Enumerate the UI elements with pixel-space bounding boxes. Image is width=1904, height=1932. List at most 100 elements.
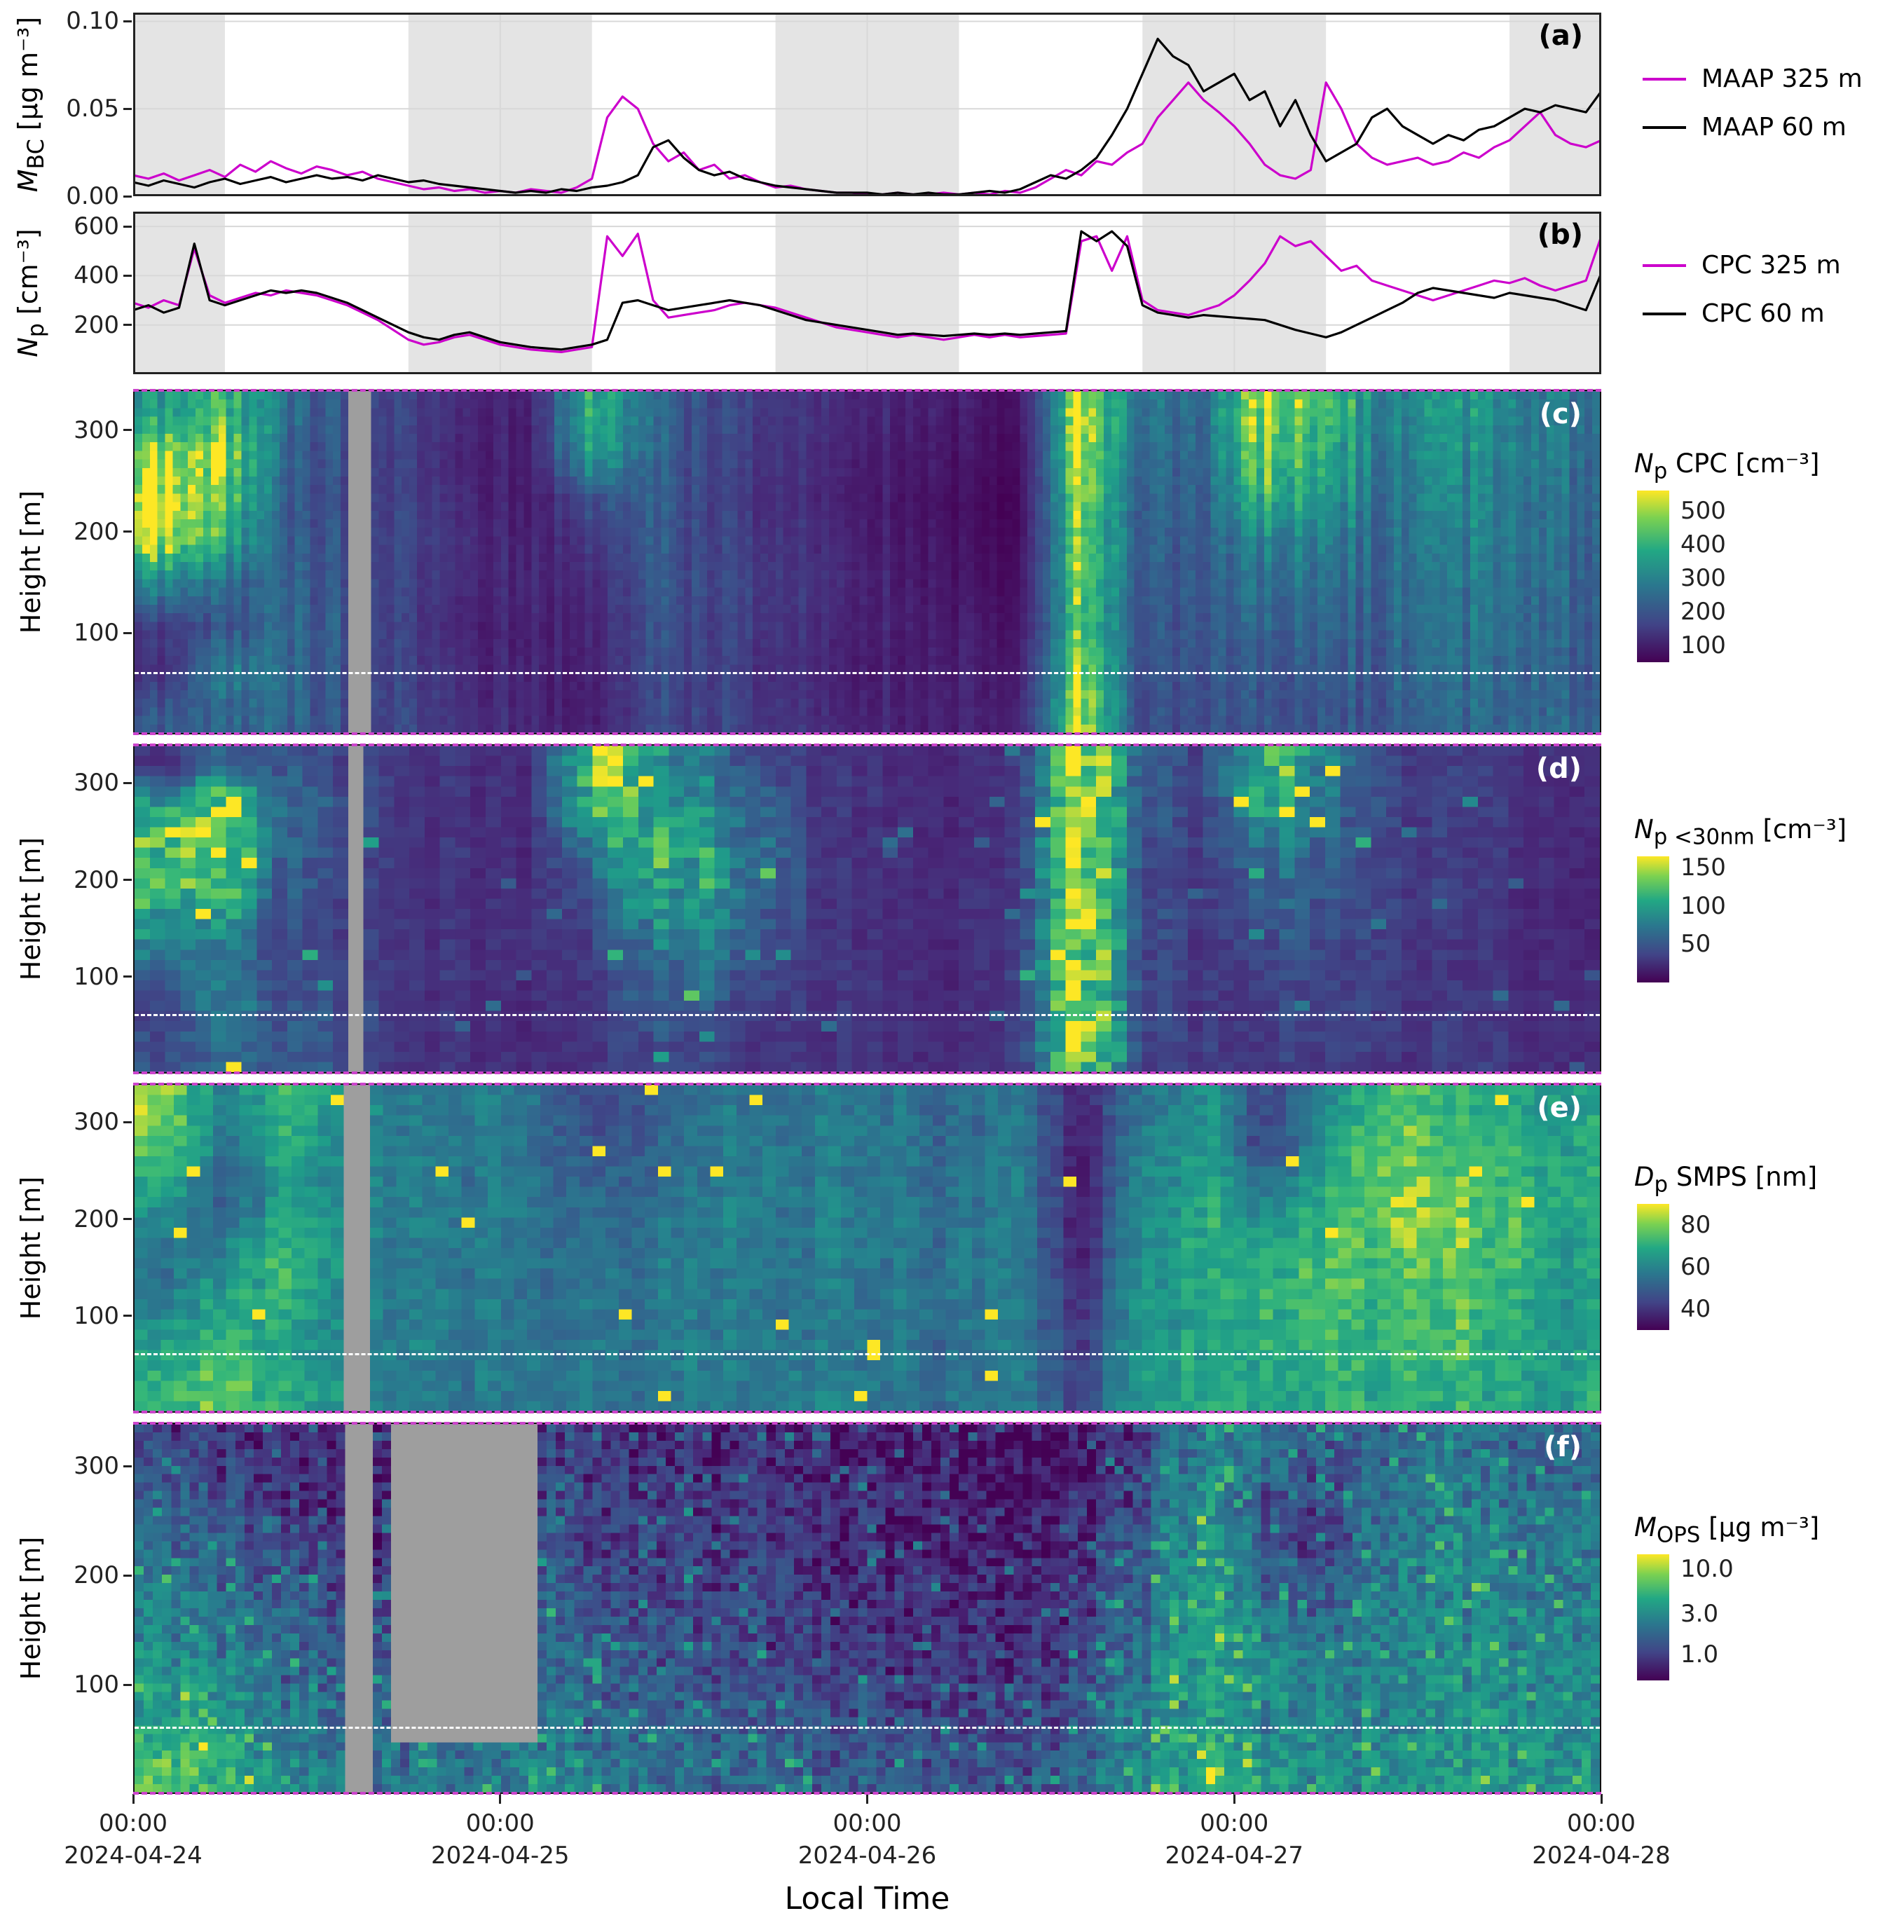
y-axis-title-e: Height [m]	[15, 1176, 46, 1320]
y-tick-mark	[123, 1574, 132, 1577]
legend-label-cpc-60: CPC 60 m	[1701, 299, 1825, 328]
panel-d-60m-level-dashed-line	[135, 1014, 1600, 1017]
x-date-label: 2024-04-25	[430, 1842, 570, 1870]
colorbar-title-f: MOPS [µg m⁻³]	[1634, 1512, 1820, 1548]
y-tick-mark	[123, 879, 132, 882]
panel-c-60m-level-dashed-line	[135, 672, 1600, 675]
panel-f-label: (f)	[1544, 1431, 1582, 1463]
y-tick-label: 100	[74, 619, 119, 648]
colorbar-tick-label: 40	[1680, 1295, 1711, 1323]
heatmap-canvas-d	[135, 746, 1600, 1072]
panel-f-heatmap: (f)	[133, 1422, 1601, 1795]
colorbar-title-c: Np CPC [cm⁻³]	[1634, 448, 1820, 484]
line-sample-cpc-60	[1643, 312, 1686, 315]
panel-d-bottom-boundary-dashed-line	[133, 1071, 1601, 1074]
y-tick-mark	[123, 324, 132, 327]
y-tick-label: 100	[74, 962, 119, 991]
panel-f-bottom-boundary-dashed-line	[133, 1792, 1601, 1795]
y-axis-title-d: Height [m]	[15, 837, 46, 981]
colorbar-tick-label: 300	[1680, 563, 1726, 592]
colorbar-tick-label: 1.0	[1680, 1640, 1719, 1669]
panel-b-label: (b)	[1537, 219, 1583, 251]
x-tick-mark	[499, 1794, 502, 1804]
panel-c-label: (c)	[1539, 398, 1582, 430]
colorbar-tick-label: 3.0	[1680, 1600, 1719, 1629]
y-tick-label: 200	[74, 1205, 119, 1233]
colorbar-tick-label: 400	[1680, 530, 1726, 559]
panel-e-60m-level-dashed-line	[135, 1353, 1600, 1356]
colorbar-tick-label: 100	[1680, 631, 1726, 659]
y-tick-label: 400	[74, 261, 119, 290]
y-tick-label: 200	[74, 517, 119, 546]
colorbar-tick-label: 60	[1680, 1253, 1711, 1281]
colorbar-tick-label: 500	[1680, 496, 1726, 525]
legend-item-cpc-60: CPC 60 m	[1643, 299, 1841, 328]
panel-e-heatmap: (e)	[133, 1083, 1601, 1413]
x-tick-mark	[1233, 1794, 1235, 1804]
y-tick-label: 300	[74, 769, 119, 797]
line-sample-maap-325	[1643, 77, 1686, 81]
panel-f-60m-level-dashed-line	[135, 1727, 1600, 1729]
colorbar-tick-label: 150	[1680, 854, 1726, 882]
line-sample-maap-60	[1643, 125, 1686, 129]
y-tick-label: 0.10	[66, 7, 119, 36]
line-chart-b	[133, 212, 1601, 374]
panel-b-timeseries: (b)	[133, 212, 1601, 374]
panel-d-label: (d)	[1535, 753, 1582, 785]
y-tick-mark	[123, 1218, 132, 1221]
x-date-label: 2024-04-24	[64, 1842, 203, 1870]
colorbar-tick-label: 50	[1680, 930, 1711, 959]
panel-e-label: (e)	[1537, 1092, 1582, 1124]
colorbar-gradient-e	[1637, 1204, 1669, 1330]
legend-item-maap-325: MAAP 325 m	[1643, 64, 1863, 93]
y-tick-label: 300	[74, 1452, 119, 1481]
panel-e-bottom-boundary-dashed-line	[133, 1411, 1601, 1413]
panel-c-heatmap: (c)	[133, 389, 1601, 735]
y-tick-label: 200	[74, 310, 119, 339]
y-tick-label: 100	[74, 1301, 119, 1330]
x-axis-title: Local Time	[784, 1881, 950, 1917]
y-tick-mark	[123, 781, 132, 784]
y-tick-label: 200	[74, 1561, 119, 1590]
legend-item-maap-60: MAAP 60 m	[1643, 113, 1863, 142]
y-axis-title-c: Height [m]	[15, 490, 46, 634]
x-tick-label: 00:00	[465, 1809, 535, 1837]
x-tick-label: 00:00	[833, 1809, 902, 1837]
panel-d-top-boundary-dashed-line	[133, 744, 1601, 746]
x-tick-mark	[132, 1794, 135, 1804]
panel-d-heatmap: (d)	[133, 744, 1601, 1074]
line-chart-a	[133, 13, 1601, 196]
legend-item-cpc-325: CPC 325 m	[1643, 251, 1841, 280]
panel-a-timeseries: (a)	[133, 13, 1601, 196]
legend-maap: MAAP 325 m MAAP 60 m	[1643, 64, 1863, 142]
x-date-label: 2024-04-27	[1165, 1842, 1304, 1870]
y-tick-mark	[123, 274, 132, 277]
colorbar-gradient-d	[1637, 856, 1669, 982]
colorbar-title-e: Dp SMPS [nm]	[1634, 1162, 1818, 1198]
y-tick-label: 600	[74, 212, 119, 241]
y-axis-title-f: Height [m]	[15, 1536, 46, 1680]
y-tick-mark	[123, 107, 132, 110]
x-tick-label: 00:00	[1200, 1809, 1269, 1837]
x-date-label: 2024-04-26	[797, 1842, 937, 1870]
y-tick-mark	[123, 1683, 132, 1686]
y-tick-label: 300	[74, 1108, 119, 1137]
heatmap-canvas-c	[135, 391, 1600, 733]
colorbar-tick-label: 80	[1680, 1211, 1711, 1239]
colorbar-gradient-f	[1637, 1554, 1669, 1680]
heatmap-canvas-e	[135, 1085, 1600, 1411]
panel-f-top-boundary-dashed-line	[133, 1422, 1601, 1425]
colorbar-tick-label: 10.0	[1680, 1555, 1734, 1584]
colorbar-title-d: Np <30nm [cm⁻³]	[1634, 814, 1847, 850]
y-tick-mark	[123, 195, 132, 198]
y-tick-mark	[123, 530, 132, 533]
y-tick-label: 200	[74, 865, 119, 894]
y-tick-label: 0.05	[66, 95, 119, 123]
y-tick-mark	[123, 1465, 132, 1467]
legend-label-maap-325: MAAP 325 m	[1701, 64, 1863, 93]
y-tick-label: 100	[74, 1671, 119, 1699]
y-tick-mark	[123, 429, 132, 432]
legend-label-maap-60: MAAP 60 m	[1701, 113, 1847, 142]
x-tick-label: 00:00	[99, 1809, 167, 1837]
